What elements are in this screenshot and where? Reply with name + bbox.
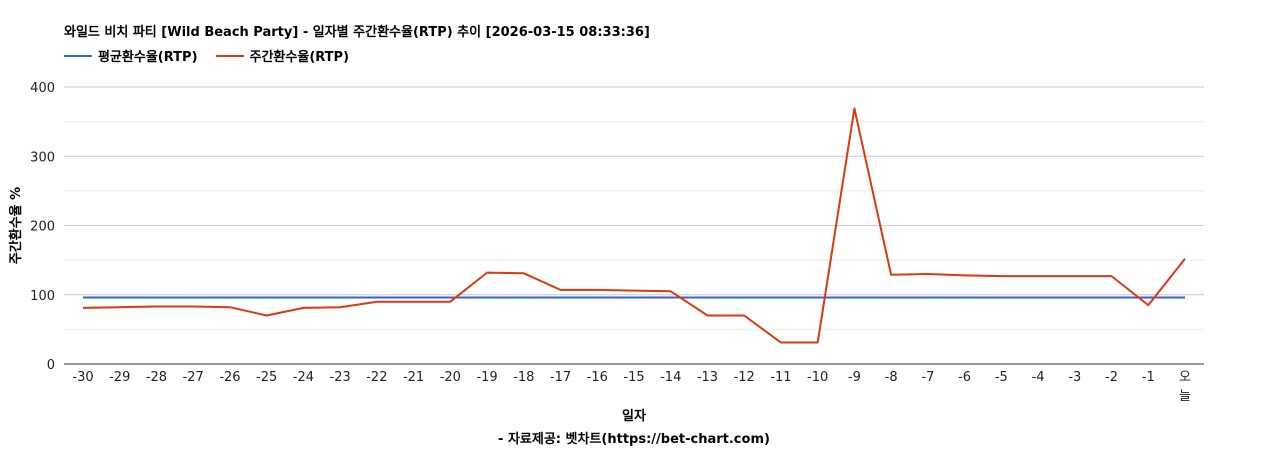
x-tick-label: -8 [885, 370, 898, 385]
x-tick-label: 늘 [1179, 389, 1191, 404]
x-tick-label: -23 [330, 370, 351, 385]
x-tick-label: -17 [550, 370, 571, 385]
legend: 평균환수율(RTP) 주간환수율(RTP) [64, 46, 367, 65]
legend-item-weekly-rtp[interactable]: 주간환수율(RTP) [215, 46, 350, 65]
x-tick-label: -12 [734, 370, 755, 385]
x-tick-label: -13 [697, 370, 718, 385]
x-tick-label: -24 [293, 370, 314, 385]
x-tick-label: -15 [623, 370, 644, 385]
x-tick-label: -22 [366, 370, 387, 385]
x-tick-label: -28 [146, 370, 167, 385]
x-tick-label: -25 [256, 370, 277, 385]
x-tick-label: -1 [1142, 370, 1155, 385]
x-tick-label: -18 [513, 370, 534, 385]
x-tick-label: -7 [921, 370, 934, 385]
legend-item-average-rtp[interactable]: 평균환수율(RTP) [64, 46, 198, 65]
x-tick-label: -5 [995, 370, 1008, 385]
x-axis-title: 일자 [622, 409, 646, 424]
legend-label-average: 평균환수율(RTP) [98, 50, 198, 65]
series-line-weekly-rtp [82, 107, 1186, 344]
x-tick-label: -6 [958, 370, 971, 385]
x-tick-label: -14 [660, 370, 681, 385]
chart-title: 와일드 비치 파티 [Wild Beach Party] - 일자별 주간환수율… [64, 25, 650, 40]
x-tick-label: -29 [109, 370, 130, 385]
legend-swatch-weekly [215, 54, 244, 57]
x-tick-label: -9 [848, 370, 861, 385]
x-tick-label: -26 [219, 370, 240, 385]
y-tick-label: 100 [30, 289, 55, 304]
x-tick-label: -16 [587, 370, 608, 385]
x-tick-label: -30 [72, 370, 93, 385]
x-tick-label: -19 [476, 370, 497, 385]
x-tick-label: 오 [1179, 370, 1191, 385]
x-tick-label: -10 [807, 370, 828, 385]
x-tick-label: -3 [1068, 370, 1081, 385]
data-source-credit: - 자료제공: 벳차트(https://bet-chart.com) [498, 432, 770, 447]
y-tick-label: 200 [30, 220, 55, 235]
x-tick-label: -2 [1105, 370, 1118, 385]
grid-lines [64, 86, 1204, 330]
x-tick-label: -20 [440, 370, 461, 385]
x-tick-label: -11 [770, 370, 791, 385]
legend-label-weekly: 주간환수율(RTP) [249, 50, 350, 65]
series-lines [82, 107, 1186, 344]
legend-swatch-average [64, 54, 92, 57]
x-tick-label: -4 [1032, 370, 1045, 385]
y-axis-title: 주간환수율 % [8, 187, 24, 264]
y-tick-label: 300 [30, 150, 55, 165]
tick-labels: 0 100 200 300 400 -30 -29 -28 -27 -26 -25 -24 -23 -22… [8, 81, 1191, 424]
x-tick-label: -21 [403, 370, 424, 385]
y-tick-label: 400 [30, 81, 55, 96]
y-tick-label: 0 [47, 358, 55, 373]
x-tick-label: -27 [183, 370, 204, 385]
